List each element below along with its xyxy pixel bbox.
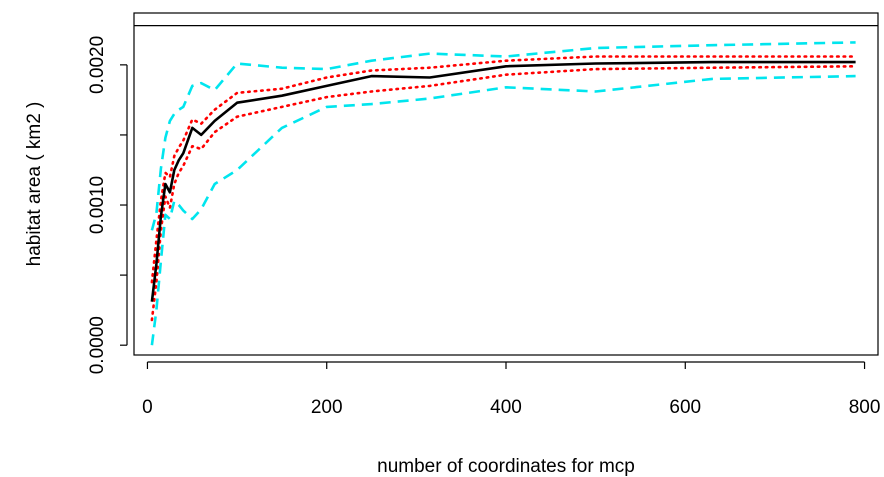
series-line-mean [150,60,856,302]
y-tick-label: 0.0010 [87,176,108,234]
x-tick-label: 400 [490,397,522,418]
y-axis-title: habitat area ( km2 ) [24,102,45,267]
series-line-inner-upper [150,55,857,284]
series-layer [134,25,878,346]
series-line-outer-upper [150,41,856,231]
series-line-inner-lower [150,65,857,322]
y-tick-label: 0.0000 [87,316,108,374]
axis-layer: 0 200 400 600 800 0.0000 0.0010 0.0020 [87,36,880,418]
x-tick-label: 200 [311,397,343,418]
plot-frame [133,12,879,356]
x-tick-label: 0 [142,397,153,418]
y-tick-label: 0.0020 [87,36,108,94]
series-line-outer-lower [150,74,856,346]
x-tick-label: 600 [669,397,701,418]
x-axis-title: number of coordinates for mcp [377,456,635,477]
x-tick-label: 800 [849,397,881,418]
